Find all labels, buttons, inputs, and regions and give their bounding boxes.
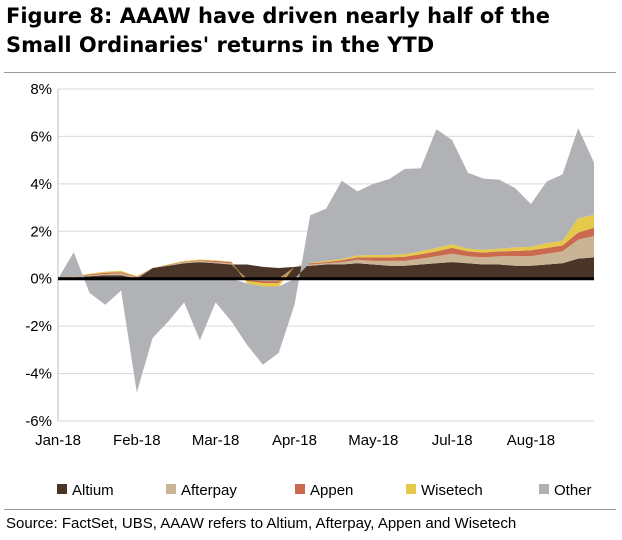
y-tick-label: -6% [25,413,52,430]
y-tick-label: 4% [30,176,52,193]
legend-swatch [539,484,549,494]
x-tick-label: Aug-18 [507,432,555,449]
title-divider [4,72,616,73]
legend-item-other: Other [539,482,592,499]
y-tick-label: 6% [30,128,52,145]
chart-legend: Altium Afterpay Appen Wisetech Other [57,482,592,499]
legend-swatch [166,484,176,494]
legend-label: Altium [72,482,114,499]
series-area-appen [58,227,594,283]
x-tick-label: Mar-18 [192,432,240,449]
source-note: Source: FactSet, UBS, AAAW refers to Alt… [6,515,517,532]
series-area-wisetech [58,214,594,287]
legend-item-altium: Altium [57,482,114,499]
y-tick-label: 8% [30,81,52,98]
y-axis-ticks: 8% 6% 4% 2% 0% -2% -4% -6% [25,81,52,430]
legend-swatch [406,484,416,494]
legend-swatch [295,484,305,494]
stacked-areas [58,128,594,393]
x-tick-label: Apr-18 [272,432,317,449]
x-tick-label: May-18 [348,432,398,449]
y-tick-label: 2% [30,223,52,240]
legend-item-wisetech: Wisetech [406,482,483,499]
series-area-afterpay [58,236,594,282]
legend-item-afterpay: Afterpay [166,482,237,499]
legend-label: Appen [310,482,353,499]
x-axis-ticks: Jan-18 Feb-18 Mar-18 Apr-18 May-18 Jul-18 Aug-… [35,432,555,449]
y-tick-label: -4% [25,366,52,383]
x-tick-label: Jul-18 [432,432,473,449]
legend-label: Afterpay [181,482,237,499]
legend-swatch [57,484,67,494]
series-area-other [58,128,594,393]
y-tick-label: 0% [30,271,52,288]
legend-item-appen: Appen [295,482,353,499]
x-tick-label: Jan-18 [35,432,81,449]
legend-label: Other [554,482,592,499]
series-area-altium [58,257,594,279]
source-divider [4,509,616,510]
y-tick-label: -2% [25,318,52,335]
chart-title: Figure 8: AAAW have driven nearly half o… [6,4,550,57]
legend-label: Wisetech [421,482,483,499]
x-tick-label: Feb-18 [113,432,161,449]
